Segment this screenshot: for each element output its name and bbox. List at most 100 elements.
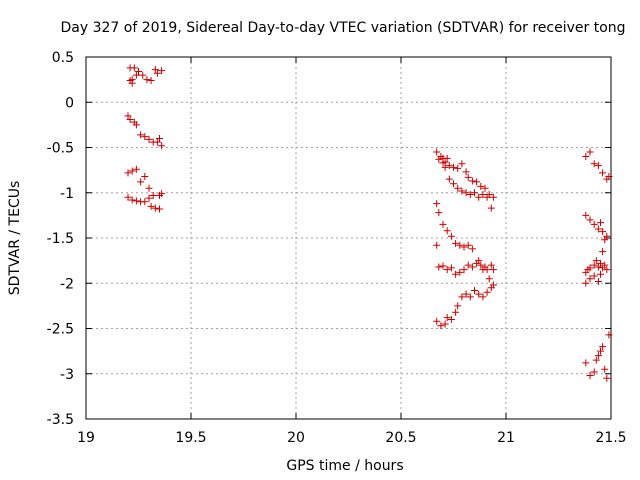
data-point <box>590 261 598 269</box>
data-point <box>466 293 474 301</box>
data-point <box>145 135 153 143</box>
data-point <box>156 134 163 142</box>
data-point <box>128 167 136 175</box>
data-point <box>439 262 447 270</box>
data-point <box>597 259 604 267</box>
data-point <box>145 194 153 202</box>
data-point <box>489 266 497 274</box>
data-point <box>462 168 470 176</box>
data-point <box>582 359 590 367</box>
data-point <box>460 266 468 274</box>
y-tick-label: -3.5 <box>47 412 74 428</box>
data-point <box>151 204 159 212</box>
data-point <box>433 241 441 249</box>
data-point <box>590 220 598 228</box>
data-point <box>477 261 485 269</box>
data-point <box>592 257 600 265</box>
data-point <box>464 241 472 249</box>
data-point <box>458 293 466 301</box>
data-point <box>475 257 483 265</box>
data-point <box>599 228 607 236</box>
data-point <box>582 211 590 219</box>
x-axis-label: GPS time / hours <box>286 458 403 474</box>
data-point <box>137 131 145 139</box>
data-point <box>586 372 594 380</box>
data-point <box>590 272 598 280</box>
data-point <box>439 220 447 228</box>
data-point <box>147 202 155 210</box>
data-point <box>487 261 495 269</box>
grid-lines <box>86 57 611 419</box>
y-tick-label: -0.5 <box>47 141 74 157</box>
data-point <box>450 163 457 171</box>
data-point <box>452 308 460 316</box>
x-tick-label: 19.5 <box>175 430 206 446</box>
data-point <box>141 198 149 206</box>
data-point <box>603 266 611 274</box>
data-point <box>483 266 491 274</box>
data-point <box>443 154 451 162</box>
data-point <box>594 225 602 233</box>
data-point <box>483 193 491 201</box>
data-point <box>475 290 483 298</box>
data-point <box>153 69 161 77</box>
y-axis-label: SDTVAR / TECUs <box>7 181 23 296</box>
x-tick-label: 21 <box>497 430 515 446</box>
x-tick-label: 21.5 <box>595 430 626 446</box>
data-point <box>456 268 464 276</box>
y-tick-label: -1.5 <box>47 231 74 247</box>
chart-title: Day 327 of 2019, Sidereal Day-to-day VTE… <box>60 20 625 36</box>
data-point <box>489 193 497 201</box>
data-point <box>597 270 604 278</box>
data-point <box>447 264 455 272</box>
data-points <box>124 64 613 382</box>
data-point <box>437 322 445 330</box>
data-point <box>141 172 149 180</box>
data-point <box>443 314 451 322</box>
data-point <box>479 191 487 199</box>
data-point <box>590 368 598 376</box>
data-point <box>441 320 449 328</box>
data-point <box>468 263 476 271</box>
plot-frame <box>85 56 612 420</box>
data-point <box>462 290 470 298</box>
data-point <box>149 191 157 199</box>
data-point <box>132 165 140 173</box>
data-point <box>586 275 594 283</box>
data-point <box>599 169 607 177</box>
data-point <box>454 164 462 172</box>
data-point <box>435 209 443 217</box>
data-point <box>447 232 455 240</box>
data-point <box>464 261 472 269</box>
data-point <box>483 288 491 296</box>
data-point <box>601 261 609 269</box>
data-point <box>603 232 611 240</box>
data-point <box>456 241 464 249</box>
data-point <box>594 162 602 170</box>
y-tick-label: -2.5 <box>47 322 74 338</box>
data-point <box>445 162 453 170</box>
data-point <box>487 204 495 212</box>
data-point <box>443 227 451 235</box>
data-point <box>471 189 478 197</box>
data-point <box>441 163 449 171</box>
data-point <box>124 193 132 201</box>
data-point <box>464 173 472 181</box>
data-point <box>132 71 140 79</box>
data-point <box>439 159 447 167</box>
data-point <box>481 184 489 192</box>
data-point <box>471 286 478 294</box>
data-point <box>473 178 481 186</box>
data-point <box>145 184 153 192</box>
data-point <box>599 248 607 256</box>
data-point <box>477 182 485 190</box>
data-point <box>433 317 441 325</box>
data-point <box>586 148 594 156</box>
data-point <box>151 66 159 74</box>
data-point <box>450 180 457 188</box>
data-point <box>601 236 609 244</box>
data-point <box>126 115 134 123</box>
x-tick-label: 20 <box>287 430 305 446</box>
data-point <box>594 277 602 285</box>
data-point <box>485 275 493 283</box>
